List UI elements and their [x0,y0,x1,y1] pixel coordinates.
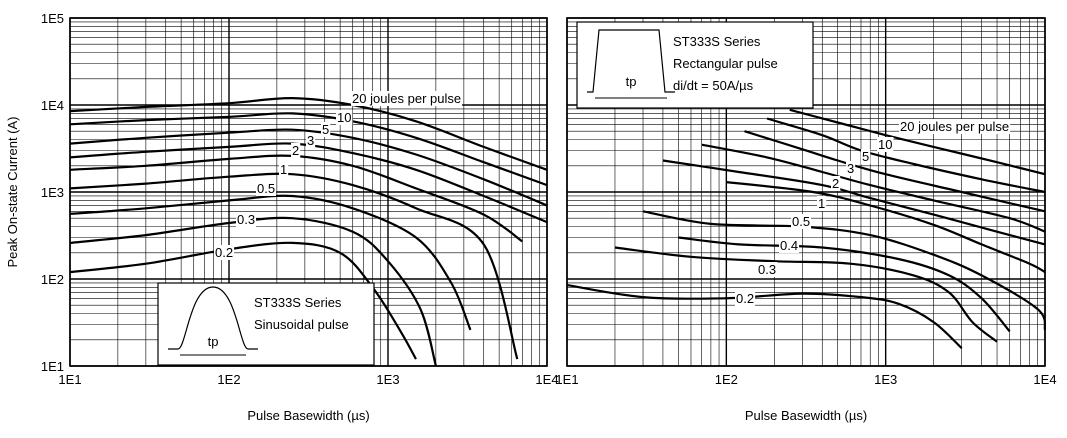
series-label-bg [351,91,463,106]
series-line [744,130,1046,213]
series-label: 0.2 [736,291,754,306]
series-label-bg [877,137,894,152]
series-label: 0.3 [237,212,255,227]
x-axis-label: Pulse Basewidth (µs) [247,408,369,423]
x-tick-label: 1E4 [535,372,558,387]
pulse-inset: tp ST333S Series Rectangular pulse di/dt = … [576,21,814,109]
inset-annotation-line: Rectangular pulse [673,56,778,71]
series-lines [69,96,548,367]
series-label-bg [846,161,856,176]
series-line [701,143,1046,233]
series-label: 0.5 [792,214,810,229]
series-label: 1 [280,162,287,177]
x-tick-label: 1E2 [217,372,240,387]
inset-box [576,21,814,109]
series-label: 2 [292,143,299,158]
chart-panel-rectangular: 1E1 1E2 1E3 1E4 Pulse Basewidth (µs) 20 joule… [555,17,1057,423]
series-line [662,159,1046,246]
y-tick-label: 1E5 [41,11,64,26]
x-axis-label: Pulse Basewidth (µs) [745,408,867,423]
series-label: 5 [862,149,869,164]
series-label-bg [791,214,812,229]
series-lines [566,108,1047,350]
series-label: 3 [307,133,314,148]
series-label-bg [214,245,235,260]
series-line [726,181,1046,274]
series-label: 0.5 [257,181,275,196]
tp-label: tp [626,74,637,89]
series-label-bg [336,110,353,125]
x-tick-label: 1E3 [376,372,399,387]
series-label-bg [306,133,316,148]
x-tick-label: 1E2 [715,372,738,387]
series-label: 20 joules per pulse [352,91,461,106]
series-label: 2 [832,176,839,191]
series-line [69,216,437,367]
series-label-bg [861,149,871,164]
series-label: 1 [818,196,825,211]
series-line [614,246,998,343]
series-label-bg [899,119,1011,134]
series-line [69,96,548,171]
inset-annotation-line: Sinusoidal pulse [254,317,349,332]
series-label-bg [779,238,800,253]
series-line [69,172,519,360]
series-line [566,284,963,350]
series-label-bg [757,262,778,277]
y-tick-label: 1E3 [41,185,64,200]
series-line [766,117,1046,194]
series-label: 0.3 [758,262,776,277]
series-label-bg [831,176,841,191]
series-label-bg [256,181,277,196]
series-label: 5 [322,122,329,137]
series-label: 3 [847,161,854,176]
series-line [69,194,472,331]
series-label-bg [291,143,301,158]
series-label-bg [321,122,331,137]
pulse-inset: tp ST333S Series Sinusoidal pulse [157,282,375,366]
series-label-bg [279,162,289,177]
series-label-bg [236,212,257,227]
x-tick-label: 1E4 [1033,372,1056,387]
series-label: 0.2 [215,245,233,260]
inset-annotation-line: ST333S Series [254,295,342,310]
x-tick-label: 1E1 [58,372,81,387]
series-label: 10 [337,110,351,125]
series-line [789,108,1046,176]
y-axis-label: Peak On-state Current (A) [5,117,20,268]
plot-frame [69,17,548,367]
y-tick-label: 1E2 [41,272,64,287]
series-label: 0.4 [780,238,798,253]
inset-annotation-line: di/dt = 50A/µs [673,78,754,93]
sinusoidal-pulse-shape [168,286,258,350]
series-label: 20 joules per pulse [900,119,1009,134]
series-label-bg [735,291,756,306]
chart-panel-sinusoidal: 1E1 1E2 1E3 1E4 1E1 1E2 1E3 1E4 1E5 Pulse Basewid… [5,11,559,423]
series-line [69,142,548,224]
y-tick-label: 1E1 [41,359,64,374]
inset-annotation-line: ST333S Series [673,34,761,49]
series-label-bg [817,196,827,211]
x-tick-label: 1E1 [555,372,578,387]
series-line [69,112,548,187]
series-line [678,236,1011,333]
series-line [69,154,524,243]
tp-label: tp [208,334,219,349]
series-line [69,241,417,360]
x-tick-label: 1E3 [874,372,897,387]
rectangular-pulse-shape [587,29,675,93]
inset-box [157,282,375,366]
series-label: 10 [878,137,892,152]
series-line [642,210,1047,331]
y-tick-label: 1E4 [41,98,64,113]
grid [566,17,1046,367]
